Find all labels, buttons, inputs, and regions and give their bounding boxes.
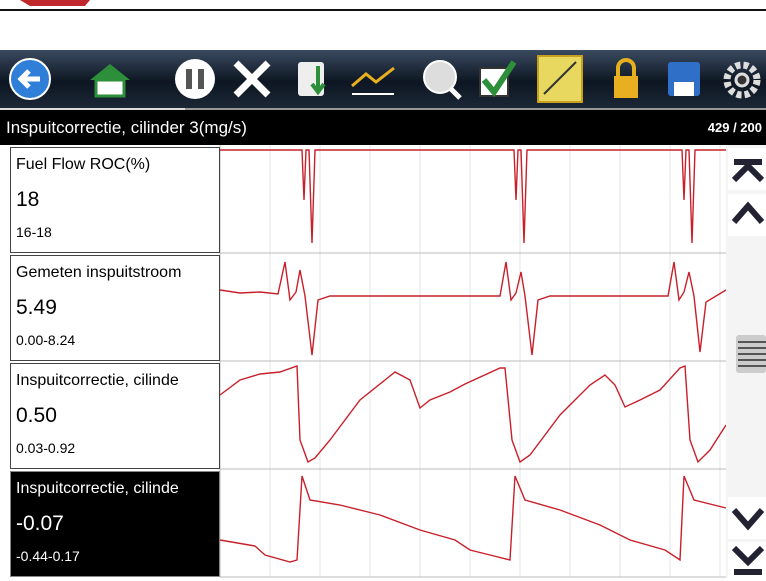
pause-button[interactable] [175, 59, 215, 99]
save-button[interactable] [668, 62, 700, 96]
pid-value: -0.07 [16, 512, 64, 535]
waveform-1 [220, 149, 726, 244]
title: Inspuitcorrectie, cilinder 3(mg/s) [6, 118, 247, 137]
pid-panel[interactable]: Fuel Flow ROC(%) 18 16-18 [10, 147, 220, 253]
pid-name: Fuel Flow ROC(%) [16, 156, 151, 173]
sort-button[interactable] [298, 62, 326, 96]
scroll-down-button[interactable] [728, 497, 766, 539]
pid-name: Gemeten inspuitstroom [16, 264, 182, 281]
pid-value: 0.50 [16, 404, 57, 427]
pid-panel[interactable]: Gemeten inspuitstroom 5.49 0.00-8.24 [10, 255, 220, 361]
select-button[interactable] [479, 60, 517, 98]
row-dividers [219, 145, 726, 578]
title-bar: Inspuitcorrectie, cilinder 3(mg/s) 429 /… [0, 110, 766, 145]
scroll-up-button[interactable] [728, 194, 766, 236]
pid-name: Inspuitcorrectie, cilinde [16, 480, 179, 497]
scrollbar [726, 145, 766, 581]
pid-range: 0.00-8.24 [16, 332, 76, 348]
pid-panel-selected[interactable]: Inspuitcorrectie, cilinde -0.07 -0.44-0.… [10, 471, 220, 577]
top-strip [0, 0, 766, 11]
pid-value: 5.49 [16, 296, 57, 319]
pid-range: 0.03-0.92 [16, 440, 76, 456]
logo-fragment [20, 0, 90, 6]
scroll-top-button[interactable] [728, 148, 766, 190]
scroll-bottom-button[interactable] [728, 542, 766, 581]
pid-name: Inspuitcorrectie, cilinde [16, 372, 179, 389]
home-button[interactable] [90, 64, 130, 98]
zoom-button[interactable] [423, 60, 462, 100]
clear-button[interactable] [233, 60, 271, 98]
pid-value: 18 [16, 188, 40, 211]
toolbar-icons [9, 55, 761, 103]
waveform-4 [219, 475, 727, 563]
scroll-thumb[interactable] [736, 335, 766, 373]
waveform-2 [219, 261, 727, 356]
toolbar [0, 50, 766, 108]
pid-range: -0.44-0.17 [16, 548, 80, 564]
pid-panel[interactable]: Inspuitcorrectie, cilinde 0.50 0.03-0.92 [10, 363, 220, 469]
units-button[interactable] [537, 55, 583, 103]
back-button[interactable] [9, 58, 51, 100]
waveform-3 [219, 364, 727, 464]
frame-counter: 429 / 200 [707, 120, 762, 135]
pid-range: 16-18 [16, 224, 52, 240]
settings-button[interactable] [723, 61, 761, 99]
graph-button[interactable] [351, 66, 395, 95]
lock-button[interactable] [614, 58, 638, 98]
